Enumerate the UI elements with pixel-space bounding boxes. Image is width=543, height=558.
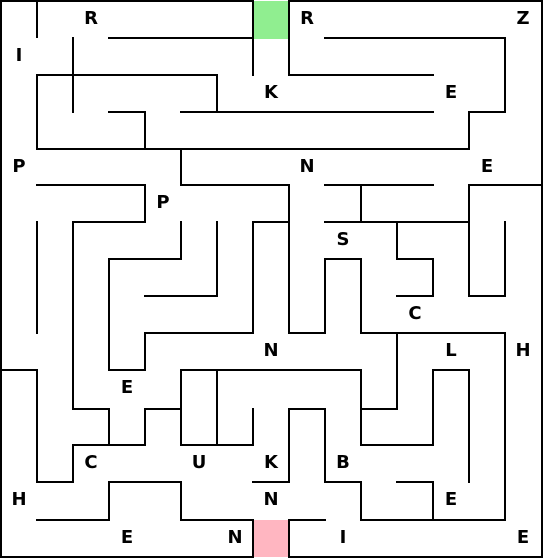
maze-letter: E [480, 156, 494, 177]
maze-letter: I [339, 527, 347, 548]
maze-letter: E [444, 82, 458, 103]
maze-letter: E [516, 527, 530, 548]
maze-letter: E [120, 527, 134, 548]
maze-letter: N [263, 340, 279, 361]
maze-letter: S [336, 229, 350, 250]
maze-letter: K [264, 452, 278, 473]
maze-letter: E [120, 377, 134, 398]
maze-letter: R [84, 8, 98, 29]
maze-letter: C [408, 303, 422, 324]
end-cell[interactable] [253, 520, 289, 557]
maze-letter: P [156, 192, 170, 213]
maze-letter: H [515, 340, 531, 361]
maze-letter: P [12, 156, 26, 177]
start-cell[interactable] [253, 1, 289, 39]
maze-letter: N [263, 489, 279, 510]
maze-letter: Z [516, 8, 530, 29]
maze-letter: U [191, 452, 207, 473]
maze-letter: E [444, 489, 458, 510]
maze-letter: R [300, 8, 314, 29]
maze-letter: C [84, 452, 98, 473]
maze-letter: I [15, 45, 23, 66]
maze-letter: B [336, 452, 350, 473]
maze-letter: H [11, 489, 27, 510]
maze-letter: K [264, 82, 278, 103]
maze-letter: N [299, 156, 315, 177]
maze-letter: L [445, 340, 457, 361]
maze-letter: N [227, 527, 243, 548]
